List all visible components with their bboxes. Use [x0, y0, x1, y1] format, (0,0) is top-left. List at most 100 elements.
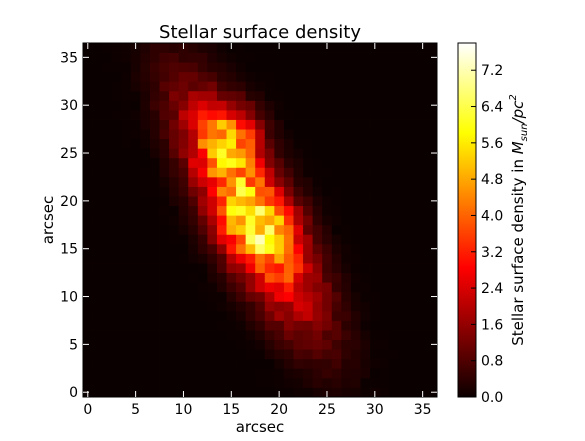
heatmap-cell [178, 243, 189, 254]
heatmap-cell [216, 368, 227, 379]
heatmap-cell [140, 71, 151, 82]
heatmap-cell [293, 358, 304, 369]
heatmap-cell [264, 263, 275, 274]
heatmap-cell [360, 52, 371, 63]
heatmap-cell [255, 215, 266, 226]
heatmap-cell [188, 205, 199, 216]
heatmap-cell [149, 176, 160, 187]
heatmap-cell [159, 196, 170, 207]
heatmap-cell [159, 186, 170, 197]
heatmap-cell [226, 253, 237, 264]
heatmap-cell [389, 129, 400, 140]
heatmap-cell [216, 119, 227, 130]
heatmap-cell [427, 186, 438, 197]
heatmap-cell [245, 157, 256, 168]
heatmap-cell [197, 263, 208, 274]
heatmap-cell [255, 100, 266, 111]
heatmap-cell [130, 377, 141, 388]
heatmap-cell [130, 138, 141, 149]
heatmap-cell [236, 157, 247, 168]
heatmap-cell [207, 243, 218, 254]
heatmap-cell [92, 186, 103, 197]
heatmap-cell [216, 43, 227, 53]
heatmap-cell [207, 263, 218, 274]
colorbar-label-sub: sun [519, 123, 530, 141]
heatmap-cell [140, 310, 151, 321]
heatmap-cell [140, 167, 151, 178]
heatmap-cell [427, 215, 438, 226]
heatmap-cell [121, 263, 132, 274]
heatmap-cell [169, 109, 180, 120]
heatmap-cell [350, 109, 361, 120]
heatmap-cell [159, 52, 170, 63]
heatmap-cell [264, 176, 275, 187]
heatmap-cell [197, 310, 208, 321]
heatmap-cell [255, 243, 266, 254]
heatmap-cell [216, 138, 227, 149]
heatmap-cell [398, 176, 409, 187]
heatmap-cell [274, 339, 285, 350]
heatmap-cell [188, 157, 199, 168]
heatmap-cell [360, 320, 371, 331]
heatmap-cell [389, 320, 400, 331]
heatmap-cell [331, 224, 342, 235]
heatmap-cell [102, 387, 113, 398]
colorbar-tick-label: 0.8 [481, 354, 503, 370]
heatmap-cell [102, 253, 113, 264]
heatmap-cell [312, 339, 323, 350]
heatmap-cell [121, 272, 132, 283]
heatmap-cell [169, 196, 180, 207]
heatmap-cell [283, 215, 294, 226]
heatmap-cell [226, 157, 237, 168]
heatmap-cell [350, 186, 361, 197]
heatmap-cell [274, 81, 285, 92]
heatmap-cell [350, 234, 361, 245]
heatmap-cell [398, 90, 409, 101]
heatmap-cell [169, 339, 180, 350]
heatmap-cell [283, 119, 294, 130]
heatmap-cell [322, 186, 333, 197]
heatmap-cell [121, 176, 132, 187]
heatmap-cell [130, 234, 141, 245]
heatmap-cell [159, 320, 170, 331]
heatmap-cell [255, 52, 266, 63]
heatmap-cell [226, 215, 237, 226]
heatmap-cell [197, 186, 208, 197]
heatmap-cell [379, 263, 390, 274]
heatmap-cell [178, 330, 189, 340]
heatmap-cell [236, 263, 247, 274]
heatmap-cell [389, 253, 400, 264]
heatmap-cell [360, 224, 371, 235]
heatmap-cell [379, 272, 390, 283]
heatmap-cell [188, 167, 199, 178]
heatmap-cell [303, 253, 314, 264]
heatmap-cell [331, 301, 342, 312]
heatmap-cell [140, 215, 151, 226]
heatmap-cell [341, 263, 352, 274]
heatmap-cell [159, 291, 170, 302]
heatmap-cell [274, 119, 285, 130]
heatmap-cell [216, 100, 227, 111]
colorbar-tick-label: 1.6 [481, 317, 503, 333]
heatmap-cell [322, 310, 333, 321]
heatmap-cell [159, 349, 170, 360]
heatmap-cell [379, 71, 390, 82]
heatmap-cell [274, 71, 285, 82]
heatmap-cell [226, 349, 237, 360]
heatmap-cell [398, 301, 409, 312]
heatmap-cell [427, 282, 438, 293]
heatmap-cell [293, 90, 304, 101]
heatmap-cell [102, 263, 113, 274]
x-tick-label: 20 [270, 402, 288, 418]
heatmap-cell [83, 234, 93, 245]
heatmap-cell [331, 100, 342, 111]
heatmap-cell [360, 291, 371, 302]
heatmap-cell [111, 109, 122, 120]
heatmap-cell [264, 43, 275, 53]
heatmap-cell [293, 234, 304, 245]
heatmap-cell [341, 43, 352, 53]
heatmap-cell [226, 205, 237, 216]
heatmap-cell [207, 253, 218, 264]
heatmap-cell [121, 138, 132, 149]
heatmap-cell [303, 301, 314, 312]
